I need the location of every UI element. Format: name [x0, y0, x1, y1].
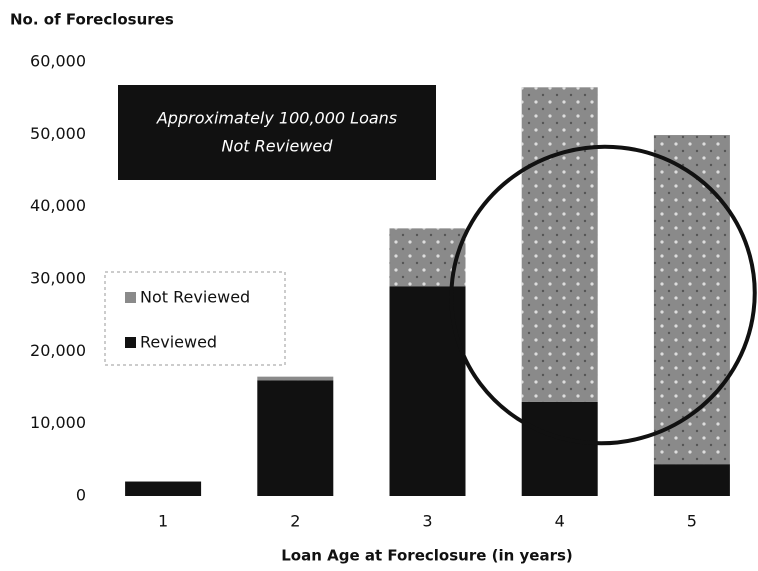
plot: 0 10,000 20,000 30,000 40,000 50,000 60,000 1 2 3… — [30, 52, 730, 531]
bar-segment — [125, 481, 202, 496]
y-tick-label: 10,000 — [30, 413, 86, 432]
y-tick-label: 0 — [76, 486, 86, 505]
legend-label: Not Reviewed — [140, 288, 250, 307]
legend: Not Reviewed Reviewed — [125, 288, 250, 352]
x-axis-title: Loan Age at Foreclosure (in years) — [281, 547, 573, 565]
y-tick-label: 20,000 — [30, 341, 86, 360]
x-tick-label: 3 — [422, 512, 432, 531]
highlight-ellipse — [449, 144, 757, 446]
x-tick-label: 2 — [290, 512, 300, 531]
legend-label: Reviewed — [140, 333, 217, 352]
annotation-box — [118, 85, 436, 180]
legend-swatch — [125, 337, 136, 348]
bar-segment — [521, 401, 598, 496]
bar-texture — [257, 376, 334, 381]
x-tick-label: 1 — [158, 512, 168, 531]
x-tick-label: 5 — [687, 512, 697, 531]
y-tick-label: 30,000 — [30, 269, 86, 288]
bar-texture — [653, 135, 730, 465]
y-tick-label: 50,000 — [30, 124, 86, 143]
legend-swatch — [125, 292, 136, 303]
y-tick-label: 60,000 — [30, 52, 86, 71]
annotation-text: Not Reviewed — [222, 137, 334, 156]
bar-segment — [257, 380, 334, 496]
y-axis-title: No. of Foreclosures — [10, 11, 174, 29]
bar-texture — [521, 87, 598, 402]
legend-box — [104, 271, 286, 366]
bar-segment — [653, 464, 730, 496]
annotation-text: Approximately 100,000 Loans — [156, 109, 397, 128]
y-tick-label: 40,000 — [30, 196, 86, 215]
x-tick-label: 4 — [555, 512, 565, 531]
